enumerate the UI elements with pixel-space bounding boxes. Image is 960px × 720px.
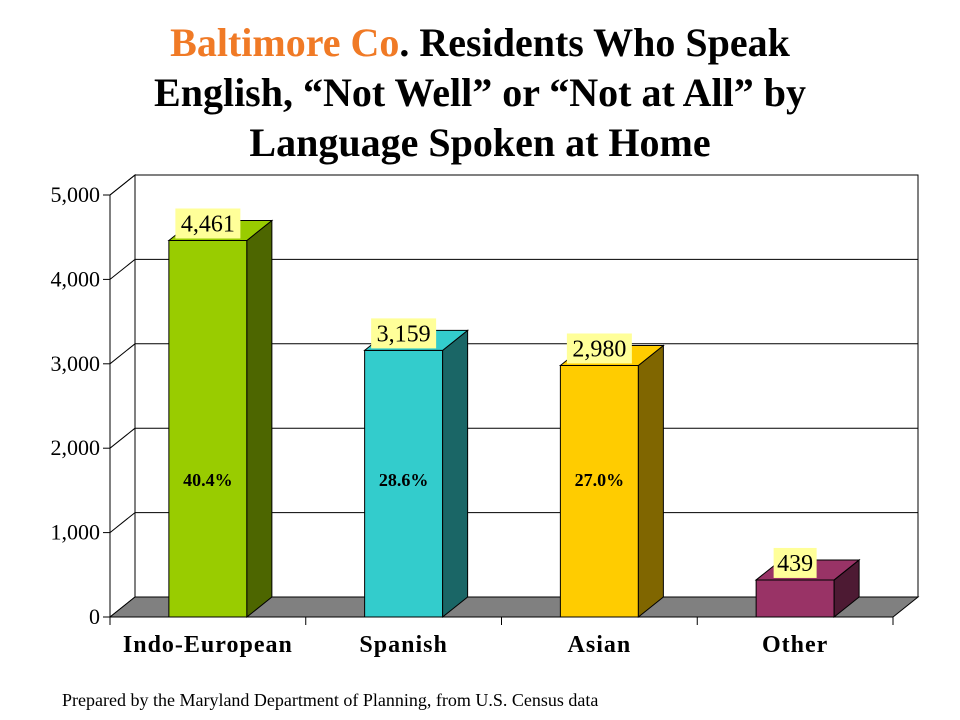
title-line1-rest: . Residents Who Speak [399, 20, 790, 65]
title-line2: English, “Not Well” or “Not at All” by [154, 70, 806, 115]
gridline-side [109, 512, 136, 533]
value-label-box [371, 318, 437, 349]
bar-2 [559, 364, 639, 618]
value-label-box [773, 547, 817, 578]
category-label: Indo-European [123, 632, 293, 658]
value-label: 3,159 [377, 321, 431, 347]
category-label: Spanish [359, 632, 447, 658]
bar-side-2 [637, 344, 664, 619]
category-label: Asian [568, 632, 632, 658]
gridline-side [109, 174, 136, 196]
bar-3 [755, 579, 835, 618]
value-label-box [175, 208, 241, 239]
plot-side-wall [109, 173, 136, 619]
bar-side-0 [246, 219, 273, 619]
bar-chart: 0 1,000 2,000 3,000 4,000 5,000 4,461 40.4% Indo… [51, 173, 920, 658]
y-tick-label: 3,000 [51, 351, 101, 376]
bar-1 [364, 349, 444, 618]
source-note: Prepared by the Maryland Department of P… [62, 690, 599, 710]
value-label: 4,461 [181, 211, 235, 237]
percent-label: 28.6% [379, 470, 429, 490]
y-tick-label: 2,000 [51, 435, 101, 460]
percent-label: 40.4% [183, 470, 233, 490]
percent-label: 27.0% [575, 470, 625, 490]
y-tick-label: 4,000 [51, 266, 101, 291]
value-label-box [566, 333, 632, 364]
value-label: 2,980 [572, 336, 626, 362]
bar-0 [168, 239, 248, 618]
title-line3: Language Spoken at Home [249, 120, 711, 165]
category-label: Other [762, 632, 828, 658]
y-tick-label: 0 [89, 604, 100, 629]
gridline-side [109, 427, 136, 449]
bar-side-1 [442, 329, 469, 619]
title-highlight: Baltimore Co [170, 20, 400, 65]
gridline-side [109, 259, 136, 280]
y-tick-label: 5,000 [51, 182, 101, 207]
y-tick-label: 1,000 [51, 520, 101, 545]
value-label: 439 [777, 551, 813, 577]
chart-title: Baltimore Co. Residents Who Speak Englis… [0, 18, 960, 168]
gridline-side [109, 343, 136, 365]
